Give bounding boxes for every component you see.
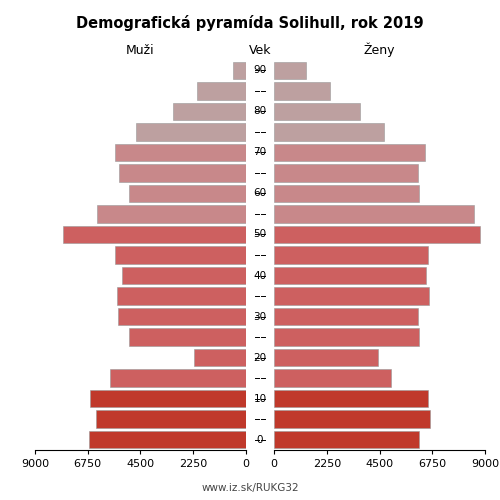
Text: 70: 70 [254, 148, 266, 158]
Bar [274, 349, 378, 366]
Bar [274, 82, 330, 100]
Bar [89, 431, 246, 448]
Bar [274, 308, 418, 326]
Bar [194, 349, 246, 366]
Bar [274, 123, 384, 140]
Bar [174, 102, 246, 120]
Bar [274, 410, 430, 428]
Text: 90: 90 [254, 66, 266, 76]
Bar [129, 328, 246, 346]
Title: Ženy: Ženy [364, 43, 396, 58]
Text: 0: 0 [257, 434, 263, 444]
Bar [122, 267, 246, 284]
Bar [274, 205, 474, 222]
Bar [196, 82, 246, 100]
Bar [120, 164, 246, 182]
Bar [274, 144, 425, 161]
Text: Demografická pyramída Solihull, rok 2019: Demografická pyramída Solihull, rok 2019 [76, 15, 424, 31]
Bar [117, 288, 246, 305]
Bar [274, 226, 480, 243]
Bar [274, 390, 428, 407]
Text: 30: 30 [254, 312, 266, 322]
Bar [118, 308, 246, 326]
Text: 80: 80 [254, 106, 266, 117]
Bar [96, 410, 246, 428]
Text: 40: 40 [254, 270, 266, 280]
Text: 60: 60 [254, 188, 266, 198]
Bar [274, 102, 360, 120]
Title: Vek: Vek [249, 44, 271, 58]
Bar [110, 370, 246, 387]
Bar [136, 123, 246, 140]
Text: www.iz.sk/RUKG32: www.iz.sk/RUKG32 [201, 482, 299, 492]
Title: Muži: Muži [126, 44, 155, 58]
Bar [129, 184, 246, 202]
Bar [97, 205, 246, 222]
Bar [63, 226, 246, 243]
Bar [274, 164, 418, 182]
Bar [274, 328, 420, 346]
Bar [274, 184, 420, 202]
Bar [274, 431, 420, 448]
Bar [233, 62, 246, 79]
Bar [274, 370, 391, 387]
Bar [90, 390, 246, 407]
Text: 10: 10 [254, 394, 266, 404]
Text: 20: 20 [254, 352, 266, 362]
Text: 50: 50 [254, 230, 266, 239]
Bar [274, 288, 429, 305]
Bar [274, 267, 426, 284]
Bar [274, 62, 306, 79]
Bar [274, 246, 428, 264]
Bar [114, 144, 246, 161]
Bar [114, 246, 246, 264]
